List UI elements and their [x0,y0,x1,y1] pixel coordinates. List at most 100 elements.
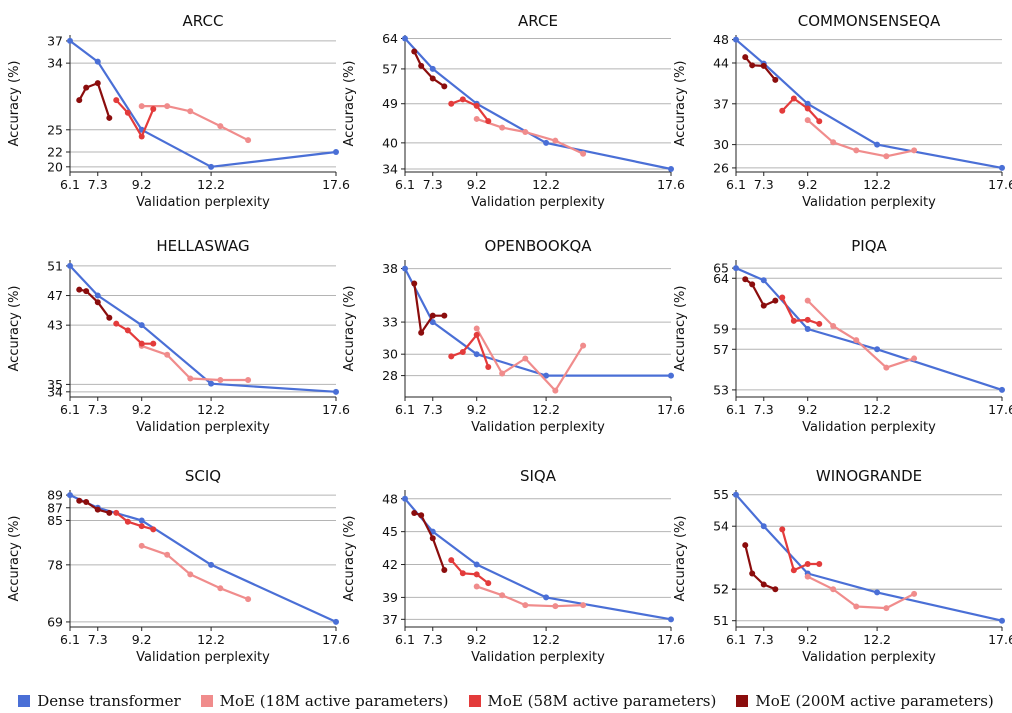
data-point-moe-58m [448,100,455,107]
series-line-moe-200m [79,288,111,319]
panel-title-winogrande: WINOGRANDE [816,467,922,485]
data-point-moe-200m [441,83,448,90]
y-tick-label: 33 [382,315,398,330]
data-point-moe-18m [911,355,918,362]
y-tick-label: 57 [713,342,729,357]
panel-commonsenseqa: COMMONSENSEQA 48 44 37 30 26 6.1 7.3 9.2 12.2 17.6… [673,12,1012,210]
y-axis-label: Accuracy (%) [342,286,357,372]
y-tick-label: 53 [713,382,729,397]
x-tick-label: 7.3 [754,632,774,647]
series-line-dense [735,493,1003,622]
y-tick-label: 64 [713,271,729,286]
data-point-moe-200m [411,48,418,55]
data-point-moe-58m [816,320,823,327]
data-point-moe-58m [816,561,823,568]
x-tick-label: 9.2 [798,632,818,647]
y-tick-label: 87 [47,500,63,515]
y-tick-label: 40 [382,135,398,150]
data-point-dense [333,149,339,156]
data-point-dense [208,163,215,170]
panel-title-openbookqa: OPENBOOKQA [484,237,592,255]
series-line-moe-18m [476,117,584,155]
data-point-dense [999,617,1005,624]
x-tick-label: 7.3 [88,632,108,647]
data-point-dense [760,523,767,530]
series-line-moe-18m [141,104,249,142]
data-point-moe-200m [429,75,436,82]
y-axis-label: Accuracy (%) [342,61,357,147]
data-point-dense [760,277,767,284]
x-tick-label: 17.6 [322,632,350,647]
data-point-moe-200m [429,535,436,542]
y-tick-label: 37 [47,33,63,48]
x-tick-label: 17.6 [657,402,685,417]
data-point-moe-18m [830,139,837,146]
data-point-moe-200m [411,510,418,517]
data-point-moe-200m [749,62,756,69]
panel-title-hellaswag: HELLASWAG [156,237,249,255]
data-point-dense [333,388,339,395]
panel-arce: ARCE 64 57 49 40 346.1 7.3 9.2 12.2 17.6 Validatio… [342,12,685,210]
data-point-dense [804,100,811,107]
x-tick-label: 7.3 [88,402,108,417]
y-tick-label: 64 [382,31,398,46]
data-point-moe-58m [485,580,492,587]
x-tick-label: 7.3 [88,177,108,192]
y-tick-label: 89 [47,488,63,503]
x-tick-label: 12.2 [197,177,225,192]
data-point-dense [804,326,811,333]
y-tick-label: 78 [47,557,63,572]
data-point-moe-18m [853,147,860,154]
data-point-moe-200m [411,280,418,287]
data-point-dense [429,319,436,326]
data-point-moe-18m [804,117,811,124]
data-point-moe-200m [772,586,779,593]
y-tick-label: 52 [713,582,729,597]
data-point-moe-200m [83,288,90,295]
data-point-moe-58m [790,567,797,574]
x-tick-label: 9.2 [798,402,818,417]
data-point-moe-18m [853,603,860,610]
data-point-moe-200m [772,297,779,304]
y-tick-label: 54 [713,519,729,534]
data-point-moe-58m [150,340,157,347]
series-line-moe-18m [806,119,915,158]
series-line-moe-58m [450,559,489,585]
data-point-moe-18m [245,376,252,383]
data-point-moe-18m [138,542,145,549]
data-point-moe-18m [473,325,480,332]
data-point-dense [874,346,881,353]
y-tick-label: 69 [47,614,63,629]
y-tick-label: 85 [47,513,63,528]
data-point-moe-58m [804,105,811,112]
data-point-dense [874,141,881,148]
x-tick-label: 12.2 [532,402,560,417]
data-point-moe-200m [418,512,425,519]
data-point-moe-18m [552,603,559,610]
x-axis-label: Validation perplexity [136,420,270,435]
data-point-moe-58m [473,102,480,109]
series-line-moe-200m [413,51,445,88]
x-tick-label: 6.1 [395,177,415,192]
legend-swatch-dense [18,695,31,707]
series-line-moe-18m [807,575,915,610]
data-point-moe-18m [473,583,480,590]
series-line-dense [404,498,672,621]
data-point-moe-58m [485,118,492,125]
data-point-moe-18m [499,124,506,131]
data-point-dense [543,372,550,379]
y-axis-label: Accuracy (%) [342,516,357,602]
x-axis-label: Validation perplexity [802,420,936,435]
data-point-dense [67,262,73,269]
series-line-moe-200m [744,278,776,307]
data-point-moe-18m [580,342,587,349]
data-point-dense [668,372,674,379]
panel-title-arcc: ARCC [183,12,224,30]
data-point-moe-18m [187,375,194,382]
series-line-moe-58m [781,97,821,123]
data-point-moe-18m [853,337,860,344]
legend-label-moe-200m: MoE (200M active parameters) [755,692,994,710]
data-point-moe-200m [94,299,101,306]
panel-title-piqa: PIQA [851,237,887,255]
